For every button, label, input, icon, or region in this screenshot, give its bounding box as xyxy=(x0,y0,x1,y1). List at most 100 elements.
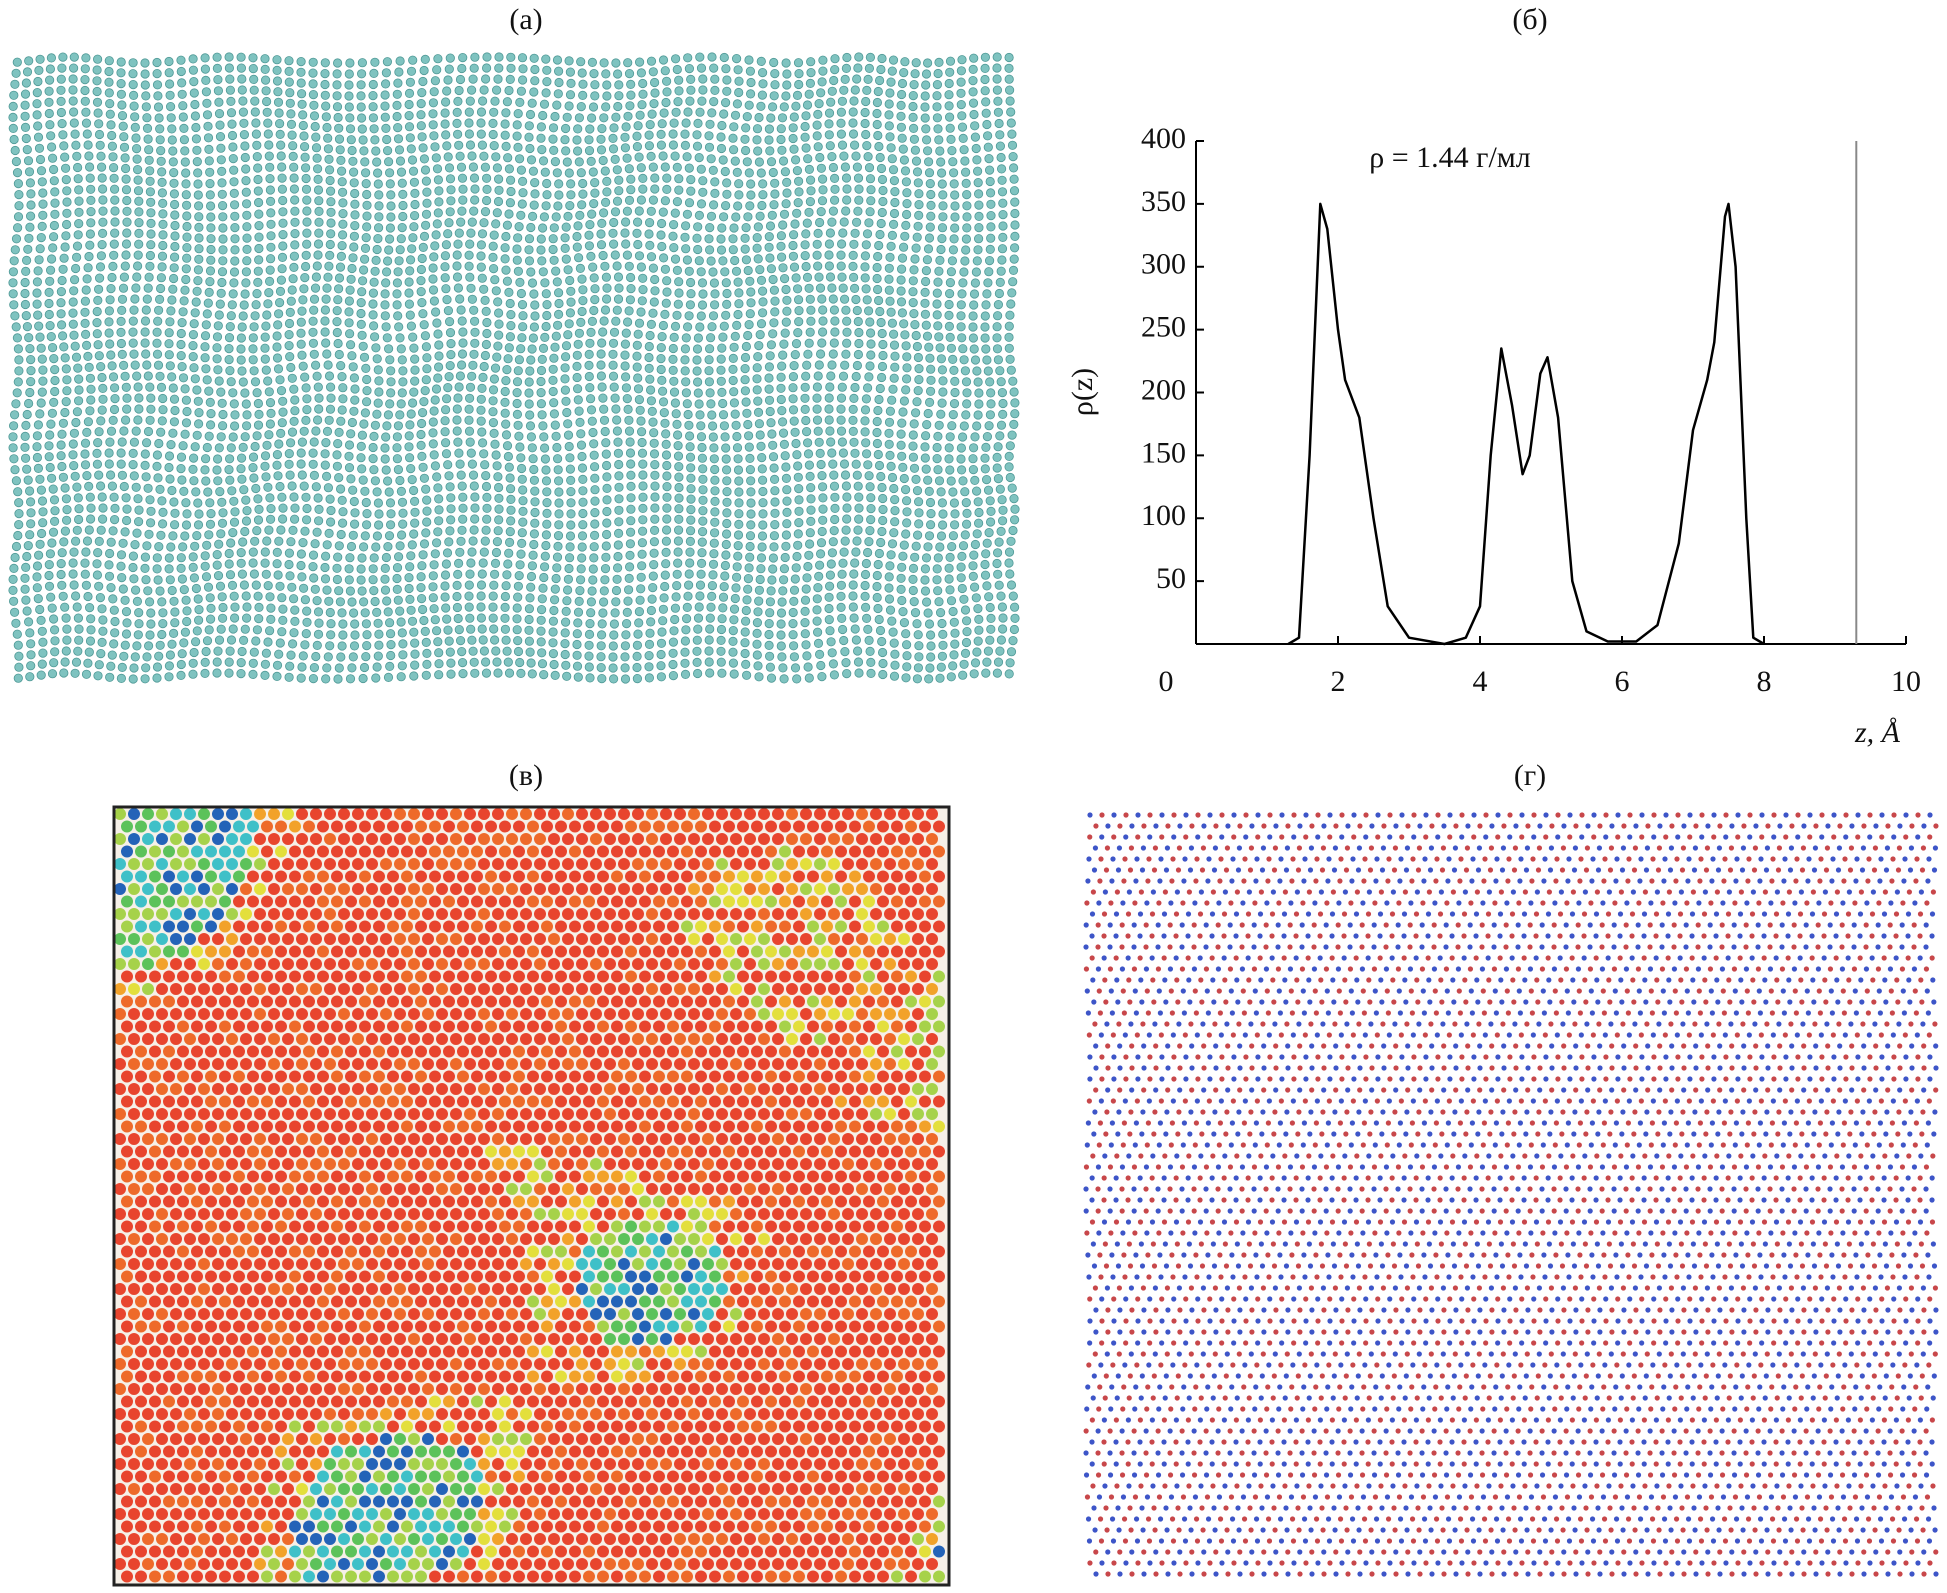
particle xyxy=(862,85,872,96)
particle xyxy=(140,69,150,79)
particle xyxy=(896,111,906,121)
particle xyxy=(480,657,491,667)
particle xyxy=(972,421,982,431)
particle xyxy=(276,385,287,396)
particle xyxy=(807,820,819,833)
particle xyxy=(380,454,390,464)
particle xyxy=(986,388,996,398)
particle xyxy=(224,559,234,569)
particle xyxy=(68,96,78,106)
particle xyxy=(251,580,261,590)
particle xyxy=(46,254,57,264)
particle xyxy=(415,820,427,833)
particle xyxy=(362,211,372,221)
particle xyxy=(945,67,955,77)
particle xyxy=(8,112,18,123)
particle xyxy=(838,448,849,458)
particle xyxy=(921,597,932,607)
particle xyxy=(254,833,266,845)
particle xyxy=(84,251,94,262)
particle xyxy=(331,820,343,833)
particle xyxy=(722,86,732,96)
particle xyxy=(25,486,35,496)
particle xyxy=(877,636,887,647)
particle xyxy=(993,657,1004,667)
particle xyxy=(44,581,55,591)
particle xyxy=(466,228,476,238)
particle xyxy=(562,112,572,122)
particle xyxy=(296,448,306,458)
particle xyxy=(956,100,966,110)
particle xyxy=(825,141,835,151)
particle xyxy=(815,349,826,359)
particle xyxy=(155,640,165,650)
particle xyxy=(752,124,763,134)
particle xyxy=(884,594,895,604)
particle xyxy=(565,275,575,286)
particle xyxy=(45,276,55,286)
particle xyxy=(368,575,378,585)
particle xyxy=(278,396,288,406)
particle xyxy=(215,120,225,130)
particle xyxy=(32,99,42,109)
particle xyxy=(537,659,548,669)
particle xyxy=(604,833,616,845)
particle xyxy=(878,669,888,680)
particle xyxy=(697,526,708,537)
particle xyxy=(469,525,479,535)
particle xyxy=(793,198,803,208)
particle xyxy=(561,606,571,617)
particle xyxy=(109,239,119,249)
particle xyxy=(515,97,525,108)
particle xyxy=(433,329,443,339)
particle xyxy=(74,624,84,634)
particle xyxy=(972,647,982,657)
particle xyxy=(764,373,774,383)
particle xyxy=(604,808,616,820)
particle xyxy=(552,168,562,178)
particle xyxy=(430,395,440,405)
particle xyxy=(83,140,93,150)
particle xyxy=(74,196,84,206)
particle xyxy=(227,486,237,496)
particle xyxy=(1004,547,1015,557)
particle xyxy=(24,56,34,66)
particle xyxy=(740,352,751,363)
particle xyxy=(618,833,630,845)
particle xyxy=(996,377,1006,387)
particle xyxy=(825,272,836,282)
particle xyxy=(614,482,624,492)
particle xyxy=(866,350,876,360)
particle xyxy=(370,135,380,145)
particle xyxy=(213,365,223,375)
particle xyxy=(538,156,549,166)
particle xyxy=(1009,602,1020,612)
particle xyxy=(599,316,609,326)
particle xyxy=(755,430,765,440)
particle xyxy=(380,79,391,89)
particle xyxy=(872,592,882,603)
particle xyxy=(301,515,312,525)
particle xyxy=(971,486,982,496)
particle xyxy=(794,495,804,505)
particle xyxy=(743,330,753,341)
particle xyxy=(538,583,548,593)
particle xyxy=(925,497,936,508)
particle xyxy=(897,308,908,318)
particle xyxy=(242,505,252,516)
particle xyxy=(297,99,307,109)
particle xyxy=(512,387,522,398)
particle xyxy=(608,371,619,381)
particle xyxy=(381,465,391,475)
particle xyxy=(754,157,765,167)
particle xyxy=(599,113,609,123)
particle xyxy=(50,386,60,397)
particle xyxy=(165,317,175,327)
particle xyxy=(20,584,30,594)
particle xyxy=(658,320,669,331)
particle xyxy=(873,295,884,306)
particle xyxy=(612,69,623,79)
particle xyxy=(164,339,174,349)
particle xyxy=(24,332,34,343)
particle xyxy=(599,415,610,425)
